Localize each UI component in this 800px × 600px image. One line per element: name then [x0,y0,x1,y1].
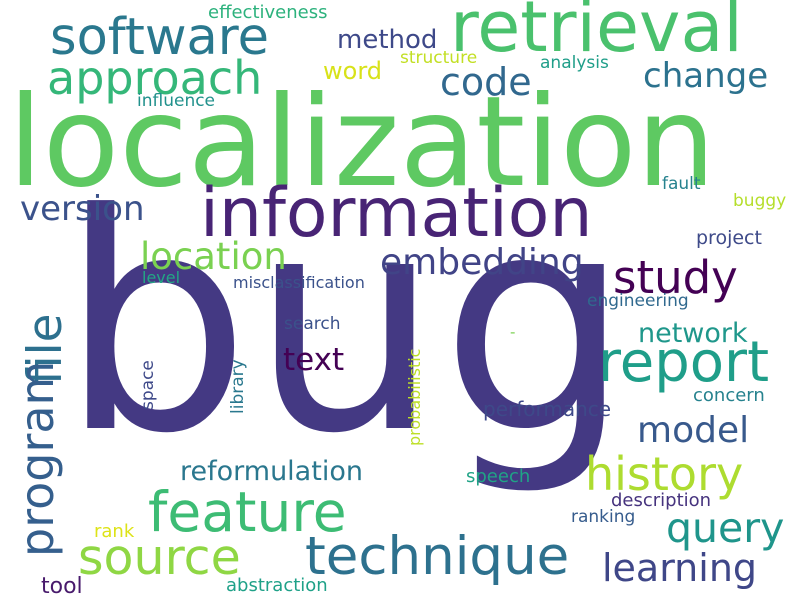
word-program: program [10,360,64,557]
word-engineering: engineering [587,291,689,311]
word-probabilistic: probabilistic [405,348,424,446]
word-query: query [666,504,785,552]
word-buggy: buggy [733,191,787,211]
word-fault: fault [662,174,701,194]
word-localization: localization [8,70,716,215]
word-search: search [284,314,341,334]
word-speech: speech [466,466,531,487]
word-dash: - [510,323,516,341]
word-effectiveness: effectiveness [208,2,328,23]
word-source: source [78,529,241,586]
word-version: version [20,189,145,229]
word-code: code [440,60,532,104]
word-structure: structure [400,48,478,68]
word-approach: approach [47,51,263,105]
word-analysis: analysis [540,53,609,73]
word-software: software [50,8,270,67]
word-concern: concern [693,385,765,406]
word-misclassification: misclassification [233,273,365,292]
word-embedding: embedding [380,242,584,283]
word-retrieval: retrieval [450,0,743,68]
word-change: change [643,56,769,96]
word-network: network [638,318,748,349]
word-location: location [140,235,287,278]
word-description: description [611,490,712,511]
word-model: model [637,410,750,451]
word-reformulation: reformulation [180,456,363,487]
word-space: space [138,360,158,410]
word-ranking: ranking [571,507,636,527]
word-influence: influence [137,91,216,111]
word-method: method [337,25,438,55]
word-level: level [142,268,181,287]
word-history: history [585,447,744,501]
word-technique: technique [305,526,570,587]
word-abstraction: abstraction [226,575,328,596]
word-word: word [323,57,382,85]
word-text: text [283,342,345,378]
word-performance: performance [483,397,612,421]
word-library: library [228,359,248,414]
word-information: information [200,174,593,253]
word-bug: bug [60,150,631,499]
word-project: project [696,227,762,249]
word-learning: learning [602,546,758,590]
word-feature: feature [148,480,347,544]
word-report: report [598,330,770,395]
word-study: study [613,251,738,304]
word-tool: tool [41,574,83,599]
word-rank: rank [94,521,135,542]
